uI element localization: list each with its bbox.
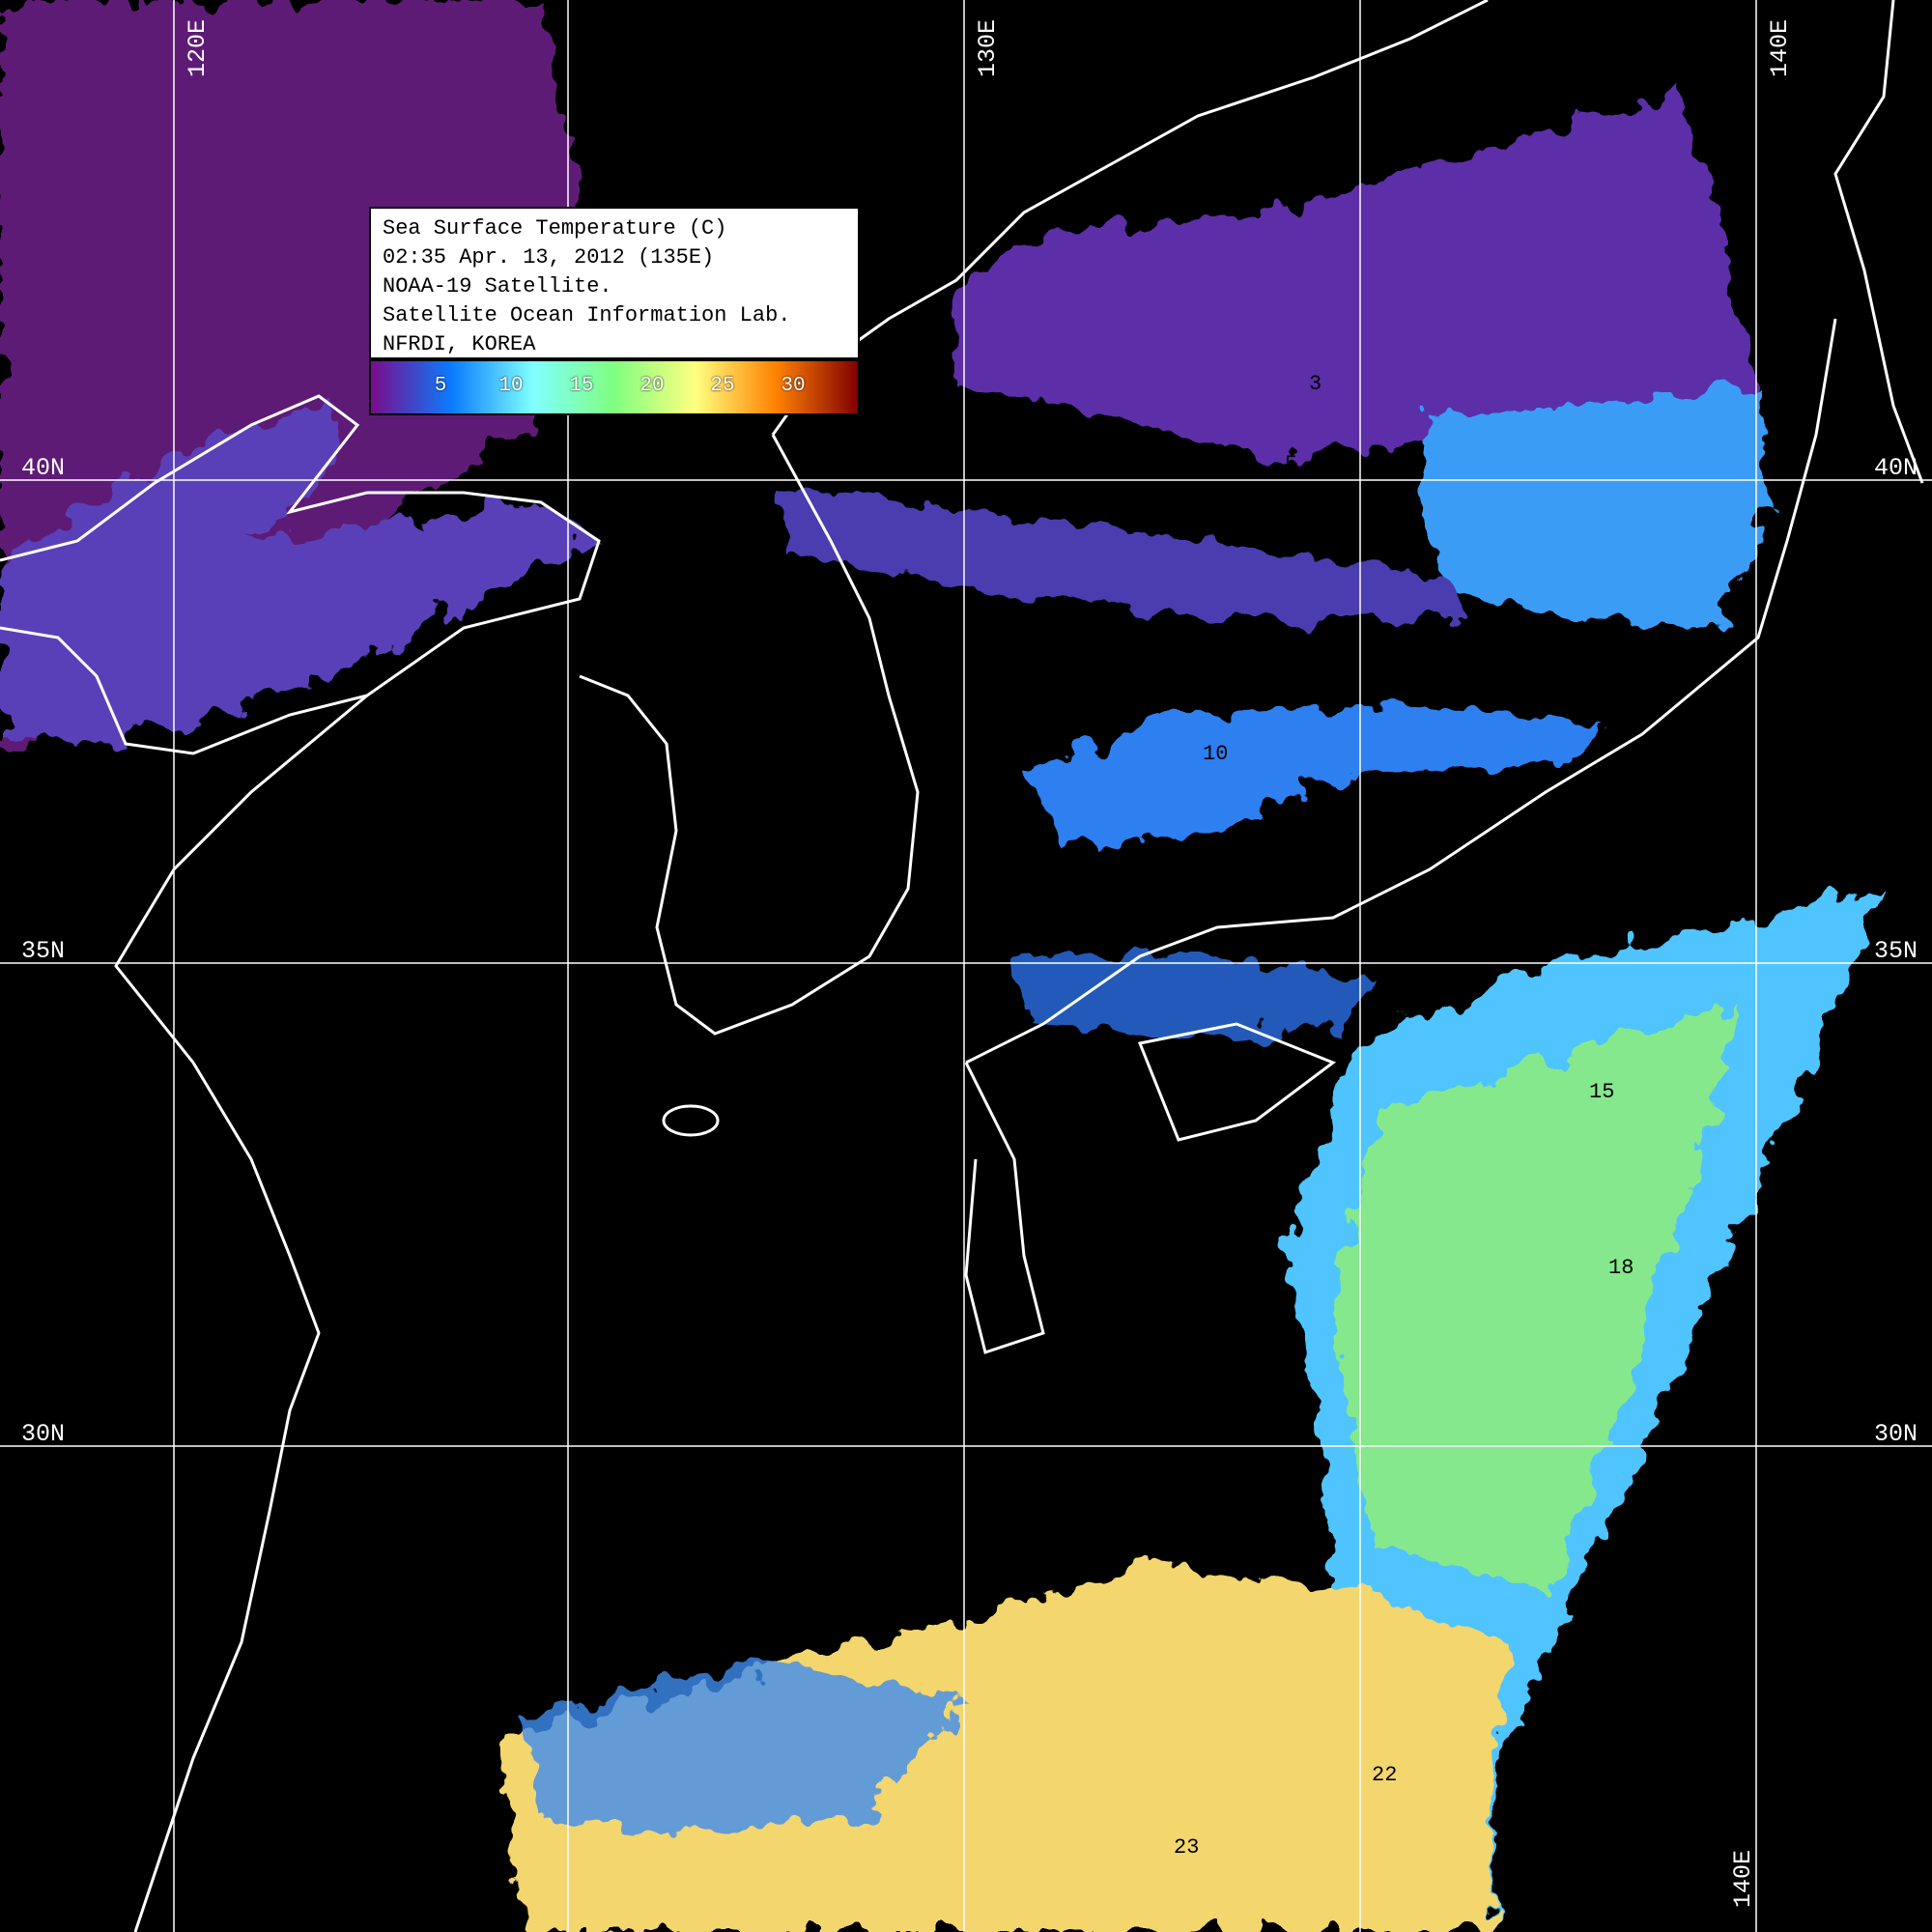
contour-label: 3: [1309, 372, 1322, 396]
legend-box: Sea Surface Temperature (C) 02:35 Apr. 1…: [369, 207, 860, 415]
contour-label: 5: [1285, 452, 1298, 476]
label-lat-35n-left: 35N: [21, 937, 66, 965]
legend-satellite: NOAA-19 Satellite.: [383, 274, 612, 298]
coastline-shikoku: [1137, 1022, 1337, 1142]
label-lat-35n-right: 35N: [1874, 937, 1918, 965]
colorbar-tick: 25: [710, 375, 735, 397]
label-lat-40n-right: 40N: [1874, 454, 1918, 482]
legend-datetime: 02:35 Apr. 13, 2012 (135E): [383, 245, 715, 270]
sst-patch-kyushu: [1014, 947, 1372, 1043]
coastline-japan-honshu: [965, 318, 1837, 1065]
colorbar-tick: 15: [569, 375, 594, 397]
label-lon-140e: 140E: [1766, 18, 1794, 77]
label-lon-140e-bottom: 140E: [1729, 1849, 1757, 1908]
contour-label: 18: [1608, 1256, 1634, 1280]
coastline-china-east: [114, 694, 368, 1932]
legend-lab: Satellite Ocean Information Lab.: [383, 303, 791, 327]
coastline-jeju: [662, 1104, 720, 1137]
sst-patch-band: [773, 488, 1468, 618]
legend-org: NFRDI, KOREA: [383, 332, 536, 356]
legend-text: Sea Surface Temperature (C) 02:35 Apr. 1…: [371, 209, 858, 357]
colorbar-tick: 5: [434, 375, 447, 397]
legend-title: Sea Surface Temperature (C): [383, 216, 727, 241]
label-lon-120e: 120E: [184, 18, 212, 77]
coastline-china-north: [0, 394, 601, 755]
contour-label: 10: [1203, 742, 1229, 766]
colorbar-tick: 30: [781, 375, 806, 397]
sst-patch-south-yellow: [502, 1565, 1507, 1932]
label-lat-30n-left: 30N: [21, 1420, 66, 1448]
label-lat-40n-left: 40N: [21, 454, 66, 482]
contour-label: 15: [1589, 1080, 1615, 1104]
colorbar-tick: 10: [498, 375, 524, 397]
label-lon-130e: 130E: [974, 18, 1002, 77]
coastline-hokkaido: [1833, 0, 1924, 484]
sst-patch-bohai: [0, 396, 599, 744]
sst-patch-south-blue: [522, 1662, 966, 1835]
coastline-kyushu: [964, 1062, 1045, 1354]
colorbar-tick: 20: [639, 375, 665, 397]
sst-patch-eastsea: [952, 87, 1758, 454]
coastline-korea: [579, 434, 920, 1036]
label-lat-30n-right: 30N: [1874, 1420, 1918, 1448]
sst-patch-eastsea-blue: [1420, 386, 1768, 628]
colorbar: 5 10 15 20 25 30: [371, 361, 858, 413]
sst-patch-central: [1024, 705, 1604, 850]
contour-label: 23: [1174, 1835, 1200, 1860]
contour-label: 22: [1372, 1763, 1398, 1787]
